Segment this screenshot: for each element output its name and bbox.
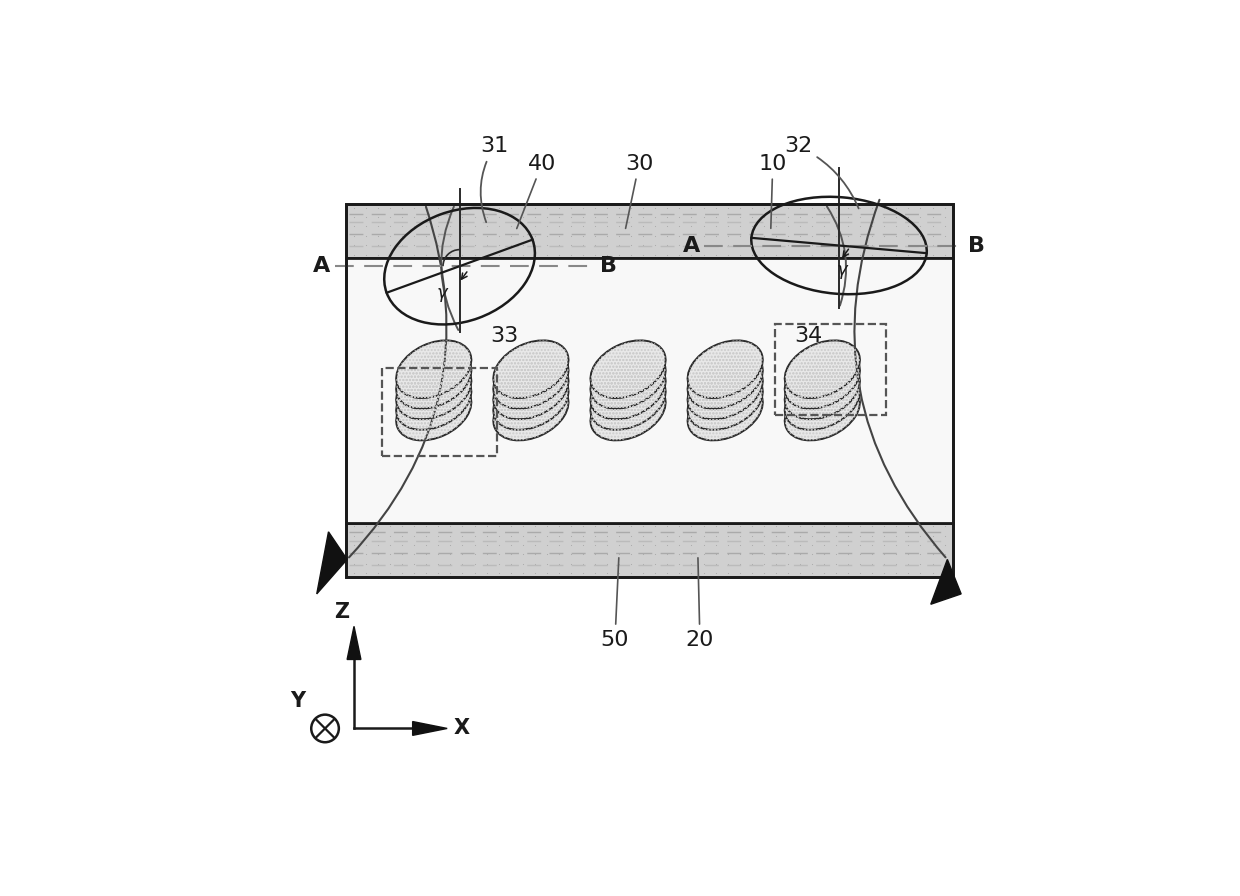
Ellipse shape <box>688 383 763 440</box>
Ellipse shape <box>688 351 763 409</box>
Text: 30: 30 <box>625 153 653 228</box>
Polygon shape <box>347 626 361 659</box>
Polygon shape <box>931 559 961 604</box>
Bar <box>346 258 952 522</box>
Polygon shape <box>316 532 347 594</box>
Text: Z: Z <box>334 601 350 622</box>
Ellipse shape <box>397 372 471 430</box>
Ellipse shape <box>494 383 568 440</box>
Ellipse shape <box>785 383 859 440</box>
Bar <box>346 204 952 577</box>
Ellipse shape <box>688 372 763 430</box>
Text: B: B <box>968 236 985 255</box>
Ellipse shape <box>494 372 568 430</box>
Bar <box>346 522 952 577</box>
Text: 40: 40 <box>517 153 557 228</box>
Ellipse shape <box>785 340 859 398</box>
Text: 33: 33 <box>491 326 518 346</box>
Text: A: A <box>314 256 331 276</box>
Ellipse shape <box>397 383 471 440</box>
Text: B: B <box>600 256 616 276</box>
Text: 20: 20 <box>686 558 714 650</box>
Text: 31: 31 <box>480 136 508 222</box>
Ellipse shape <box>785 372 859 430</box>
Text: 50: 50 <box>600 558 629 650</box>
Ellipse shape <box>397 351 471 409</box>
Text: Y: Y <box>290 691 306 711</box>
Ellipse shape <box>494 351 568 409</box>
Ellipse shape <box>688 362 763 419</box>
Text: X: X <box>454 719 470 738</box>
Text: A: A <box>682 236 699 255</box>
Ellipse shape <box>494 340 568 398</box>
Bar <box>382 367 497 455</box>
Ellipse shape <box>688 340 763 398</box>
Ellipse shape <box>590 383 666 440</box>
Polygon shape <box>413 721 448 736</box>
Text: 34: 34 <box>794 326 822 346</box>
Ellipse shape <box>397 362 471 419</box>
Ellipse shape <box>590 340 666 398</box>
Text: 10: 10 <box>759 153 787 228</box>
Ellipse shape <box>785 362 859 419</box>
Ellipse shape <box>397 340 471 398</box>
Ellipse shape <box>590 351 666 409</box>
Bar <box>775 324 885 415</box>
Text: $\gamma$: $\gamma$ <box>837 263 849 280</box>
Ellipse shape <box>494 362 568 419</box>
Bar <box>346 204 952 258</box>
Ellipse shape <box>590 362 666 419</box>
Ellipse shape <box>785 351 859 409</box>
Ellipse shape <box>590 372 666 430</box>
Text: $\gamma$: $\gamma$ <box>435 286 449 304</box>
Text: 32: 32 <box>784 136 858 209</box>
